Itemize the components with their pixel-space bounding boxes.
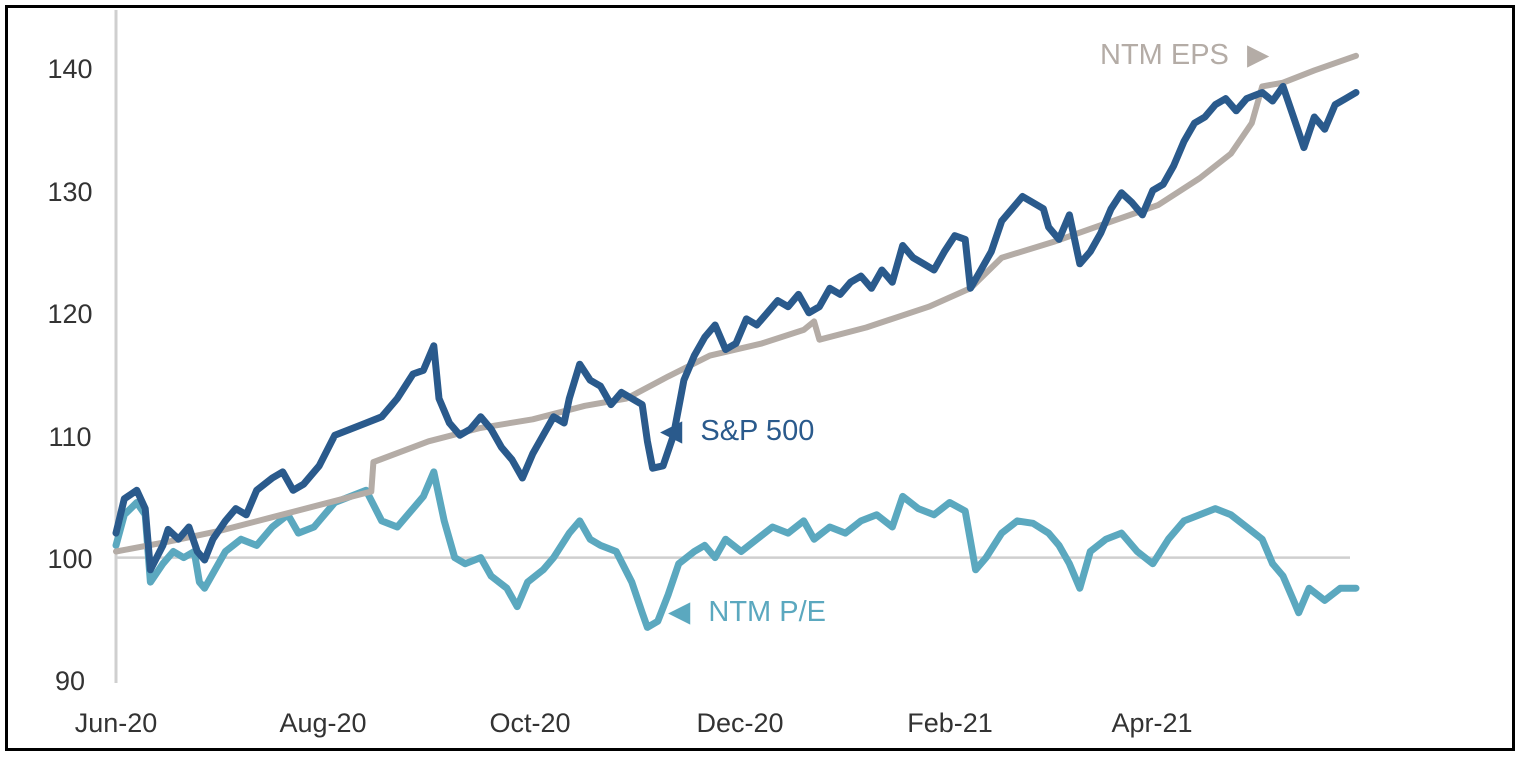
y-tick-label: 90 bbox=[55, 666, 85, 696]
y-tick-label: 100 bbox=[47, 544, 92, 574]
x-axis-ticks: Jun-20 Aug-20 Oct-20 Dec-20 Feb-21 Apr-2… bbox=[75, 708, 1193, 738]
series-line-sp500 bbox=[116, 86, 1356, 569]
series-label-ntm-eps: NTM EPS ▶ bbox=[1100, 39, 1270, 71]
right-triangle-icon: ▶ bbox=[1247, 39, 1270, 71]
x-tick-label: Oct-20 bbox=[489, 708, 570, 738]
y-tick-label: 130 bbox=[47, 177, 92, 207]
left-triangle-icon: ◀ bbox=[668, 596, 691, 628]
y-tick-label: 140 bbox=[47, 54, 92, 84]
x-tick-label: Aug-20 bbox=[279, 708, 366, 738]
series-label-text: NTM P/E bbox=[708, 596, 826, 628]
y-tick-label: 110 bbox=[48, 422, 91, 452]
y-tick-label: 120 bbox=[47, 299, 92, 329]
series-label-ntm-pe: ◀ NTM P/E bbox=[668, 596, 826, 628]
series-line-ntm-eps bbox=[116, 56, 1356, 552]
series-label-text: NTM EPS bbox=[1100, 39, 1229, 71]
x-tick-label: Jun-20 bbox=[75, 708, 158, 738]
series-label-sp500: ◀ S&P 500 bbox=[660, 415, 814, 447]
y-axis-ticks: 140 130 120 110 100 90 bbox=[47, 54, 92, 696]
x-tick-label: Apr-21 bbox=[1111, 708, 1192, 738]
x-tick-label: Dec-20 bbox=[696, 708, 783, 738]
left-triangle-icon: ◀ bbox=[660, 415, 683, 447]
series-label-text: S&P 500 bbox=[700, 415, 814, 447]
x-tick-label: Feb-21 bbox=[907, 708, 993, 738]
